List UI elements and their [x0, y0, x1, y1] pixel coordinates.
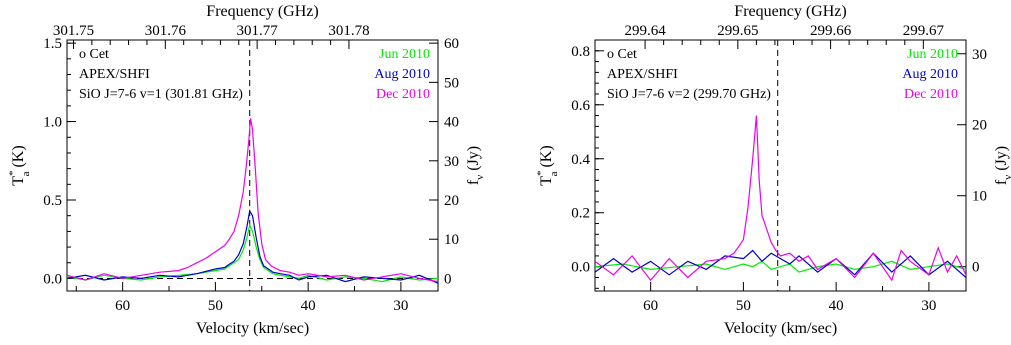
y-axis-title: T*a (K) [7, 145, 32, 185]
series-line-aug-2010 [67, 209, 438, 284]
flux-axis-title-sub: ν [1002, 175, 1011, 180]
velocity-axis-title: Velocity (km/sec) [724, 320, 837, 337]
x-tick-label: 30 [921, 298, 936, 314]
instrument-label: APEX/SHFI [607, 67, 678, 82]
freq-tick-label: 299.66 [810, 23, 852, 39]
legend-entry: Dec 2010 [904, 87, 958, 102]
flux-axis-title-unit: (Jy) [465, 146, 482, 175]
y-tick-label: 0.0 [571, 260, 590, 276]
x-tick-label: 50 [208, 298, 223, 314]
y-tick-label: 0.0 [43, 271, 62, 287]
y-tick-label: 0.8 [571, 44, 590, 60]
x-tick-label: 60 [115, 298, 130, 314]
x-tick-label: 60 [643, 298, 658, 314]
freq-tick-label: 301.77 [237, 23, 279, 39]
flux-tick-label: 10 [444, 232, 459, 248]
y-axis-title-unit: (K) [538, 145, 555, 171]
series-group [67, 118, 438, 284]
flux-tick-label: 50 [444, 75, 459, 91]
y-axis-title: T*a (K) [535, 145, 560, 185]
flux-tick-label: 40 [444, 115, 459, 131]
flux-tick-label: 20 [444, 193, 459, 209]
object-label: o Cet [79, 47, 109, 62]
series-line-jun-2010 [595, 260, 966, 273]
flux-axis-title-sub: ν [474, 175, 486, 180]
series-line-jun-2010 [67, 223, 438, 283]
freq-tick-label: 299.67 [903, 23, 945, 39]
flux-axis-title: fν (Jy) [465, 146, 486, 185]
flux-tick-label: 30 [972, 47, 987, 63]
y-axis-title-symbol: T [538, 176, 555, 186]
flux-tick-label: 30 [444, 154, 459, 170]
x-tick-label: 40 [301, 298, 316, 314]
y-axis-title-sup: * [535, 170, 547, 176]
y-axis-title-sup: * [7, 170, 19, 176]
plot-frame [594, 39, 967, 292]
y-axis-title-sub: a [548, 171, 560, 176]
flux-axis-title-unit: (Jy) [993, 146, 1010, 175]
y-tick-label: 1.0 [43, 115, 62, 131]
flux-tick-label: 0 [972, 260, 980, 276]
flux-tick-label: 0 [444, 271, 452, 287]
legend-entry: Aug 2010 [902, 67, 958, 82]
y-tick-label: 0.6 [571, 98, 590, 114]
transition-label: SiO J=7-6 v=2 (299.70 GHz) [607, 87, 771, 102]
plot-frame [66, 39, 439, 292]
legend-entry: Jun 2010 [907, 47, 958, 62]
x-tick-label: 30 [393, 298, 408, 314]
series-line-dec-2010 [67, 118, 438, 283]
instrument-label: APEX/SHFI [79, 67, 150, 82]
y-tick-label: 0.4 [571, 152, 590, 168]
freq-tick-label: 299.64 [624, 23, 666, 39]
x-tick-label: 50 [736, 298, 751, 314]
flux-axis-title-symbol: f [465, 179, 482, 185]
flux-tick-label: 10 [972, 189, 987, 205]
flux-tick-label: 20 [972, 118, 987, 134]
y-tick-label: 0.2 [571, 206, 590, 222]
freq-tick-label: 299.65 [717, 23, 758, 39]
object-label: o Cet [607, 47, 637, 62]
panel-1: 60 50 40 30 301.75 301.76 301.77 301.78 0.0 0.5 1.… [7, 3, 486, 337]
series-group [595, 115, 966, 282]
y-axis-title-sub: a [20, 171, 32, 176]
legend-entry: Dec 2010 [376, 87, 430, 102]
legend-entry: Jun 2010 [379, 47, 430, 62]
series-line-dec-2010 [595, 115, 966, 282]
y-tick-label: 1.5 [43, 36, 62, 52]
velocity-axis-title: Velocity (km/sec) [196, 320, 309, 337]
transition-label: SiO J=7-6 v=1 (301.81 GHz) [79, 87, 243, 102]
freq-tick-label: 301.75 [53, 23, 94, 39]
flux-tick-label: 60 [444, 36, 459, 52]
y-tick-label: 0.5 [43, 193, 62, 209]
legend-entry: Aug 2010 [374, 67, 430, 82]
flux-axis-title: fν (Jy) [993, 146, 1011, 185]
frequency-axis-title: Frequency (GHz) [734, 3, 846, 20]
freq-tick-label: 301.78 [328, 23, 369, 39]
x-tick-label: 40 [829, 298, 844, 314]
freq-tick-label: 301.76 [145, 23, 187, 39]
y-axis-title-unit: (K) [10, 145, 27, 171]
y-axis-title-symbol: T [10, 176, 27, 186]
frequency-axis-title: Frequency (GHz) [206, 3, 318, 20]
flux-axis-title-symbol: f [993, 179, 1010, 185]
series-line-aug-2010 [595, 249, 966, 278]
panel-2: 60 50 40 30 299.64 299.65 299.66 299.67 0.0 0.2 0.… [535, 3, 1011, 337]
